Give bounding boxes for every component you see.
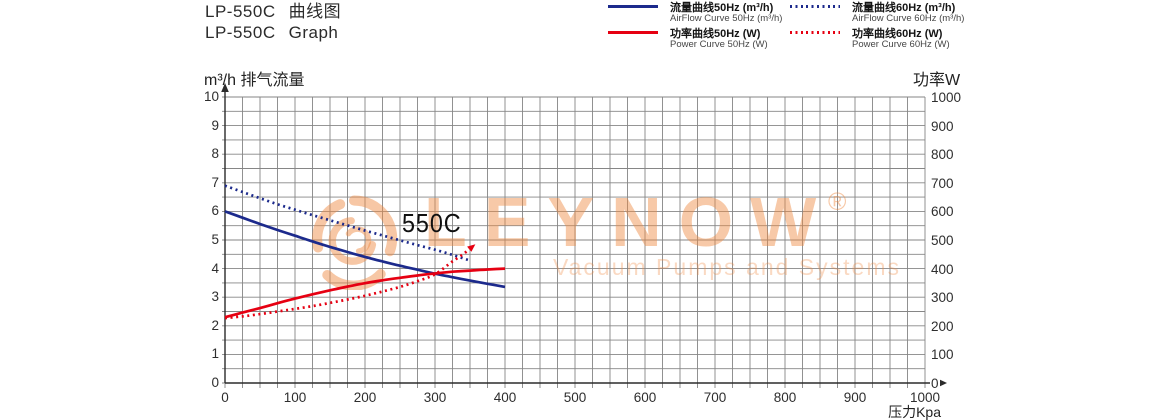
y-right-tick-label: 500 xyxy=(930,233,955,248)
model-number: LP-550C xyxy=(205,23,276,42)
y-left-tick-label: 9 xyxy=(211,117,219,133)
series-power-curve-60hz-w-arrow-icon xyxy=(467,244,476,252)
x-tick-label: 100 xyxy=(283,390,307,405)
legend-label-cn: 功率曲线60Hz (W) xyxy=(852,28,943,40)
chart-title-cn: LP-550C 曲线图 xyxy=(205,1,341,22)
x-tick-label: 500 xyxy=(563,390,587,405)
y-axis-left-title: m³/h 排气流量 xyxy=(204,72,305,89)
y-left-tick-label: 0 xyxy=(211,375,219,390)
legend-label-cn: 流量曲线60Hz (m³/h) xyxy=(852,2,956,14)
chart-title-block: LP-550C 曲线图 LP-550C Graph xyxy=(205,1,341,43)
series-power-curve-50hz-w xyxy=(224,267,506,319)
watermark-tagline: Vacuum Pumps and Systems xyxy=(553,254,901,280)
y-left-tick-label: 4 xyxy=(211,260,219,276)
y-right-tick-label: 1000 xyxy=(930,90,963,105)
y-right-tick-label: 700 xyxy=(930,175,955,191)
legend-line-dotted-sample xyxy=(790,5,840,8)
x-tick-label: 900 xyxy=(843,390,867,405)
y-right-tick-label: 800 xyxy=(930,147,955,163)
x-tick-label: 200 xyxy=(353,390,377,405)
legend-label-cn: 功率曲线50Hz (W) xyxy=(670,28,761,40)
series-airflow-curve-50hz-m-h xyxy=(224,210,506,289)
y-left-tick-label: 10 xyxy=(203,89,219,104)
y-right-tick-label: 300 xyxy=(930,290,955,306)
x-axis-arrow-icon xyxy=(939,379,947,387)
legend-line-solid-sample xyxy=(608,31,658,34)
series-airflow-curve-60hz-m-h xyxy=(224,184,471,262)
legend-label-cn: 流量曲线50Hz (m³/h) xyxy=(670,2,774,14)
watermark-brand-text: LEYNOW xyxy=(424,183,834,261)
y-left-tick-label: 8 xyxy=(211,146,219,162)
x-tick-label: 1000 xyxy=(909,390,941,405)
legend-label-en: AirFlow Curve 50Hz (m³/h) xyxy=(670,13,783,24)
y-left-tick-label: 1 xyxy=(211,346,219,362)
y-right-tick-label: 600 xyxy=(930,204,955,220)
y-right-tick-label: 100 xyxy=(930,347,955,363)
x-axis-title: 压力Kpa xyxy=(888,404,941,420)
y-left-tick-label: 7 xyxy=(211,174,219,190)
y-axis-arrow-icon xyxy=(221,83,229,92)
y-axis-right-title: 功率W xyxy=(913,72,961,89)
y-left-tick-label: 2 xyxy=(211,317,219,333)
legend-label-en: Power Curve 50Hz (W) xyxy=(670,39,768,50)
legend-label-en: AirFlow Curve 60Hz (m³/h) xyxy=(852,13,965,24)
y-right-tick-label: 900 xyxy=(930,118,955,134)
model-number: LP-550C xyxy=(205,2,276,21)
legend-line-solid-sample xyxy=(608,5,658,8)
axis-lines xyxy=(224,92,937,384)
registered-trademark-icon: ® xyxy=(828,188,847,216)
x-tick-label: 800 xyxy=(773,390,797,405)
x-tick-label: 700 xyxy=(703,390,727,405)
legend-line-dotted-sample xyxy=(790,31,840,34)
curve-annotation-label: 550C xyxy=(402,208,462,238)
x-tick-label: 600 xyxy=(633,390,657,405)
y-left-tick-label: 3 xyxy=(211,289,219,305)
x-tick-label: 300 xyxy=(423,390,447,405)
chart-title-en: LP-550C Graph xyxy=(205,22,341,43)
legend-label-en: Power Curve 60Hz (W) xyxy=(852,39,950,50)
y-left-tick-label: 5 xyxy=(211,232,219,247)
title-suffix-cn: 曲线图 xyxy=(288,2,342,21)
y-right-tick-label: 0 xyxy=(930,376,940,391)
x-tick-label: 0 xyxy=(221,390,229,405)
title-suffix-en: Graph xyxy=(288,23,339,42)
y-right-tick-label: 400 xyxy=(930,261,955,277)
x-tick-label: 400 xyxy=(493,390,517,405)
y-left-tick-label: 6 xyxy=(211,203,219,219)
y-right-tick-label: 200 xyxy=(930,318,955,334)
